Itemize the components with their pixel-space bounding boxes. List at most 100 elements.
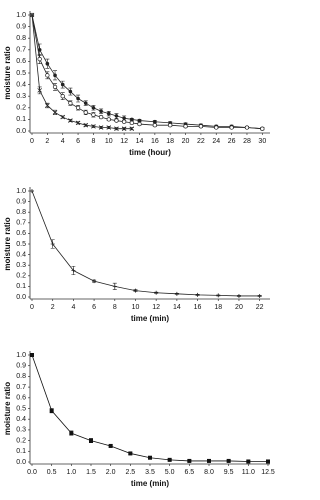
point	[49, 408, 54, 413]
x-tick-label: 6.5	[184, 469, 194, 476]
point	[260, 126, 265, 131]
point	[121, 126, 127, 131]
x-tick-label: 0.5	[47, 469, 57, 476]
point	[130, 117, 134, 122]
x-tick-label: 20	[235, 304, 243, 311]
x-tick-label: 4	[61, 138, 65, 145]
y-axis-label: moisture ratio	[3, 217, 12, 270]
y-axis-label: moisture ratio	[3, 46, 12, 99]
point	[76, 96, 80, 101]
point	[137, 118, 142, 123]
y-tick-label: 0.5	[16, 405, 26, 412]
point	[98, 114, 104, 120]
y-tick-label: 0.8	[16, 35, 26, 42]
point	[137, 121, 142, 127]
x-axis-label: time (min)	[131, 314, 170, 323]
point	[75, 120, 81, 126]
point	[52, 84, 58, 90]
x-tick-label: 16	[194, 304, 202, 311]
point	[112, 284, 117, 289]
point	[236, 293, 241, 298]
x-tick-label: 5.0	[165, 469, 175, 476]
x-tick-label: 22	[197, 138, 205, 145]
y-tick-label: 1.0	[16, 352, 26, 359]
point	[45, 103, 50, 108]
y-tick-label: 0.3	[16, 427, 26, 434]
y-tick-label: 0.5	[16, 241, 26, 248]
point	[106, 117, 111, 122]
x-tick-label: 8	[113, 304, 117, 311]
y-tick-label: 0.2	[16, 437, 26, 444]
x-tick-label: 24	[212, 138, 220, 145]
point	[114, 118, 119, 123]
figure: 0.00.10.20.30.40.50.60.70.80.91.00 2 4 6 8 10…	[3, 11, 275, 488]
point	[68, 101, 73, 106]
x-tick-label: 1.5	[86, 469, 96, 476]
point	[52, 110, 58, 115]
x-tick-label: 2	[45, 138, 49, 145]
x-axis-label: time (min)	[131, 479, 170, 488]
y-tick-label: 0.5	[16, 70, 26, 77]
point	[83, 101, 88, 105]
x-axis-label: time (hour)	[129, 148, 171, 157]
y-tick-label: 0.2	[16, 105, 26, 112]
x-tick-label: 0	[30, 138, 34, 145]
point	[71, 268, 76, 273]
x-tick-label: 3.5	[145, 469, 155, 476]
x-tick-label: 11.0	[242, 469, 255, 476]
x-tick-label: 2	[51, 304, 55, 311]
y-tick-label: 0.7	[16, 220, 26, 227]
point	[89, 438, 93, 443]
point	[45, 73, 50, 78]
x-tick-label: 6	[76, 138, 80, 145]
series-line	[31, 14, 263, 130]
point	[37, 88, 42, 93]
point	[154, 290, 159, 295]
point	[37, 56, 42, 62]
x-tick-label: 2.5	[125, 469, 135, 476]
point	[216, 293, 221, 298]
point	[153, 119, 157, 124]
point	[69, 431, 74, 436]
point	[91, 124, 96, 129]
x-tick-label: 10	[105, 138, 113, 145]
point	[92, 279, 97, 284]
point	[187, 458, 192, 463]
x-tick-label: 22	[256, 304, 264, 311]
y-tick-label: 0.6	[16, 395, 26, 402]
x-tick-label: 0.0	[27, 469, 37, 476]
y-tick-label: 0.4	[16, 416, 26, 423]
x-tick-label: 8	[91, 138, 95, 145]
point	[226, 458, 231, 463]
point	[68, 118, 73, 123]
y-tick-label: 0.1	[16, 116, 26, 123]
point	[29, 12, 35, 18]
point	[183, 124, 188, 129]
point	[174, 291, 179, 296]
point	[129, 120, 134, 126]
x-tick-label: 0	[30, 304, 34, 311]
point	[207, 458, 211, 463]
y-tick-label: 0.9	[16, 363, 26, 370]
x-tick-label: 10	[132, 304, 140, 311]
point	[45, 61, 50, 66]
y-tick-label: 0.2	[16, 273, 26, 280]
x-tick-label: 1.0	[66, 469, 76, 476]
point	[83, 122, 89, 128]
x-tick-label: 2.0	[106, 469, 116, 476]
point	[152, 123, 157, 128]
y-tick-label: 0.3	[16, 93, 26, 100]
series-line	[31, 14, 263, 130]
series-line	[31, 354, 268, 462]
y-tick-label: 1.0	[16, 188, 26, 195]
point	[50, 242, 55, 246]
y-axis-label: moisture ratio	[3, 382, 12, 435]
point	[114, 114, 119, 118]
point	[121, 119, 127, 124]
point	[106, 125, 112, 130]
y-tick-label: 0.1	[16, 448, 26, 455]
point	[244, 125, 250, 130]
y-tick-label: 0.4	[16, 81, 26, 88]
x-tick-label: 14	[173, 304, 181, 311]
x-tick-label: 26	[228, 138, 236, 145]
